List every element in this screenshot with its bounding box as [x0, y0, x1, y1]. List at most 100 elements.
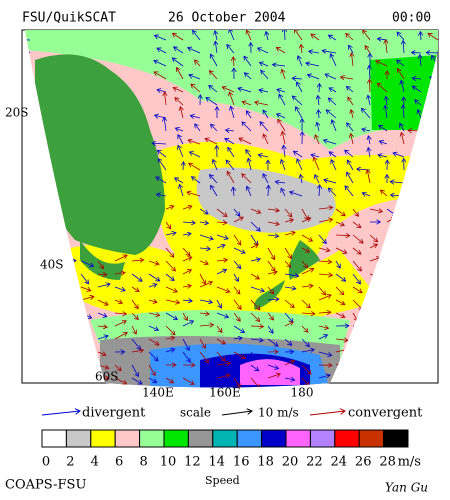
wind-arrow	[437, 260, 438, 272]
wind-arrow	[369, 258, 380, 262]
wind-arrow	[377, 83, 388, 93]
wind-arrow	[255, 102, 269, 106]
wind-arrow	[318, 326, 329, 328]
nz-south	[254, 280, 285, 310]
wind-arrow	[199, 261, 208, 264]
colorbar-tick-label: 4	[91, 455, 99, 470]
wind-arrow	[352, 273, 360, 284]
wind-arrow	[301, 286, 313, 287]
wind-arrow	[182, 286, 191, 287]
wind-arrow	[131, 260, 144, 261]
wind-arrow	[315, 175, 320, 184]
date: 26 October 2004	[168, 11, 286, 26]
wind-arrow	[330, 54, 337, 67]
wind-arrow	[25, 39, 31, 41]
colorbar-tick-label: 22	[306, 455, 323, 470]
wind-arrow	[318, 286, 326, 295]
colorbar-swatch	[285, 429, 311, 448]
wind-arrow	[301, 350, 314, 352]
wind-arrow	[182, 312, 187, 320]
wind-arrow	[114, 333, 127, 340]
wind-arrow	[233, 208, 240, 216]
magenta-patch	[240, 359, 300, 385]
colorbar-swatch	[187, 429, 214, 448]
scale-label: scale	[180, 406, 211, 420]
wind-arrow	[80, 260, 93, 266]
wind-arrow	[318, 248, 330, 251]
wind-arrow	[324, 180, 337, 184]
colorbar-tick-label: 14	[209, 455, 226, 470]
wind-arrow	[165, 312, 177, 320]
wind-arrow	[148, 313, 160, 315]
wind-arrow	[114, 321, 126, 327]
wind-arrow	[319, 84, 320, 93]
wind-arrow	[164, 117, 166, 132]
wind-arrow	[415, 100, 422, 106]
wind-arrow	[426, 52, 438, 53]
wind-arrow	[319, 185, 320, 197]
wind-arrow	[420, 55, 421, 67]
wind-arrow	[368, 136, 370, 145]
wind-arrow	[317, 122, 319, 132]
wind-arrow	[345, 150, 354, 158]
wind-arrow	[332, 120, 337, 132]
wind-arrow	[412, 52, 422, 53]
wind-arrow	[335, 312, 345, 317]
colorbar-swatch	[236, 429, 263, 448]
wind-arrow	[233, 312, 240, 321]
wind-arrow	[148, 273, 160, 281]
wind-arrow	[259, 62, 269, 67]
wind-arrow	[363, 30, 371, 41]
wind-arrow	[182, 321, 193, 327]
wind-arrow	[284, 312, 293, 322]
wind-arrow	[390, 182, 405, 183]
wind-arrow	[347, 123, 354, 132]
wind-arrow	[131, 312, 138, 320]
wind-arrow	[216, 269, 226, 275]
wind-arrow	[250, 286, 264, 291]
wind-arrow	[238, 88, 252, 93]
wind-arrow	[97, 326, 107, 327]
wind-arrow	[248, 158, 251, 171]
wind-arrow	[216, 312, 228, 317]
wind-arrow	[154, 35, 167, 41]
wind-arrow	[180, 107, 183, 119]
wind-arrow	[369, 244, 377, 249]
wind-arrow	[226, 160, 235, 171]
wind-arrow	[329, 35, 337, 41]
wind-arrow	[381, 190, 388, 197]
wind-arrow	[301, 234, 312, 241]
wind-arrow	[318, 261, 332, 262]
wind-arrow	[335, 260, 340, 268]
wind-arrow	[80, 286, 91, 291]
wind-arrow	[279, 94, 286, 106]
tasmania	[80, 240, 125, 280]
wind-arrow	[233, 247, 245, 253]
wind-arrow	[284, 260, 291, 267]
wind-arrow	[152, 143, 167, 144]
wind-arrow	[267, 299, 279, 300]
wind-arrow	[318, 375, 330, 379]
wind-arrow	[216, 363, 231, 365]
wind-arrow	[352, 247, 361, 254]
australia	[35, 54, 165, 255]
wind-arrow	[379, 125, 388, 132]
wind-arrow	[345, 186, 354, 197]
wind-arrow	[148, 338, 159, 345]
wind-arrow	[335, 235, 350, 236]
wind-arrow	[229, 92, 235, 106]
wind-arrow	[322, 51, 337, 53]
wind-arrow	[263, 174, 269, 184]
wind-arrow	[318, 312, 331, 313]
wind-arrow	[97, 260, 103, 269]
colorbar-swatch	[41, 429, 67, 448]
wind-arrow	[210, 54, 218, 67]
wind-arrow	[428, 33, 438, 41]
wind-arrow	[250, 273, 259, 279]
wind-arrow	[307, 75, 320, 80]
wind-arrow	[282, 69, 286, 80]
wind-arrow	[297, 82, 303, 93]
wind-arrow	[306, 63, 320, 67]
wind-arrow	[199, 222, 208, 223]
wind-arrow	[335, 286, 344, 295]
